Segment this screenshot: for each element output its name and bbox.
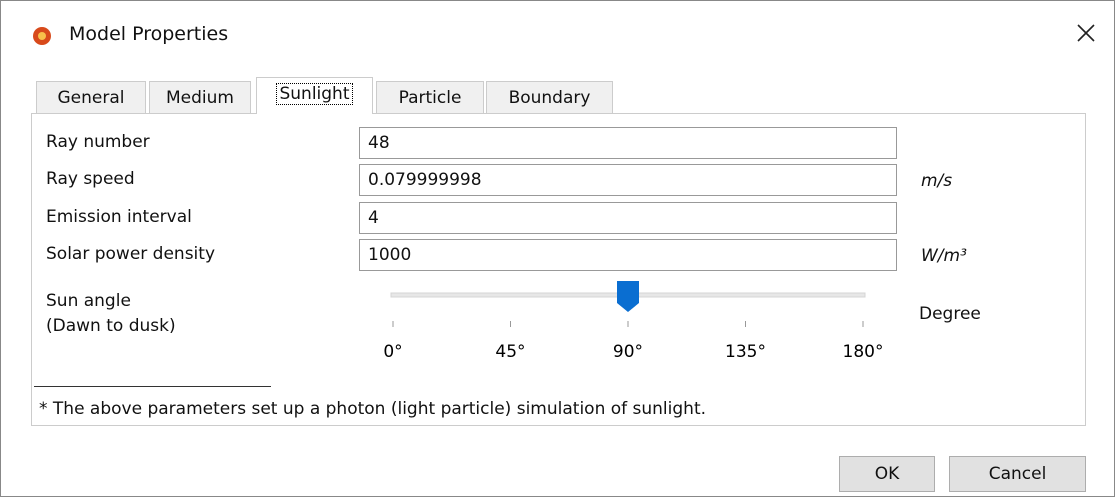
tab[interactable]: Particle xyxy=(376,81,484,113)
ok-button[interactable]: OK xyxy=(839,456,935,492)
field-unit: m/s xyxy=(921,171,953,191)
tab[interactable]: Medium xyxy=(149,81,251,113)
slider-tick-label: 135° xyxy=(725,342,766,362)
text-input[interactable]: 4 xyxy=(359,202,897,234)
slider-tick-label: 0° xyxy=(383,342,402,362)
slider[interactable]: 0° 45° 90° 135° 180° xyxy=(1,1,1115,381)
field-unit: W/m³ xyxy=(921,246,967,266)
tab-label: Particle xyxy=(398,88,462,108)
window-title: Model Properties xyxy=(69,23,229,45)
field-label: Emission interval xyxy=(46,207,192,227)
footnote: * The above parameters set up a photon (… xyxy=(39,399,707,419)
field-label: Ray speed xyxy=(46,169,135,189)
slider-tick-label: 45° xyxy=(495,342,525,362)
slider-unit: Degree xyxy=(919,304,981,324)
slider-label: (Dawn to dusk) xyxy=(46,316,176,336)
app-icon xyxy=(33,27,51,45)
tab-label: Medium xyxy=(166,88,234,108)
field-label: Solar power density xyxy=(46,244,216,264)
tab-label: Boundary xyxy=(508,88,591,108)
slider-label: Sun angle xyxy=(46,291,131,311)
tab-label: General xyxy=(57,88,125,108)
close-button[interactable] xyxy=(1076,23,1096,43)
tab[interactable]: Boundary xyxy=(486,81,613,113)
tab-panel xyxy=(31,113,1086,426)
field-label: Ray number xyxy=(46,132,150,152)
separator xyxy=(34,386,271,387)
text-input[interactable]: 1000 xyxy=(359,239,897,271)
slider-thumb xyxy=(617,281,639,312)
text-input[interactable]: 48 xyxy=(359,127,897,159)
tab-label: Sunlight xyxy=(276,83,353,105)
slider-tick-label: 180° xyxy=(843,342,884,362)
tab[interactable]: Sunlight xyxy=(256,77,373,114)
tab[interactable]: General xyxy=(36,81,146,113)
slider-tick-label: 90° xyxy=(613,342,643,362)
cancel-button[interactable]: Cancel xyxy=(949,456,1086,492)
text-input[interactable]: 0.079999998 xyxy=(359,164,897,196)
